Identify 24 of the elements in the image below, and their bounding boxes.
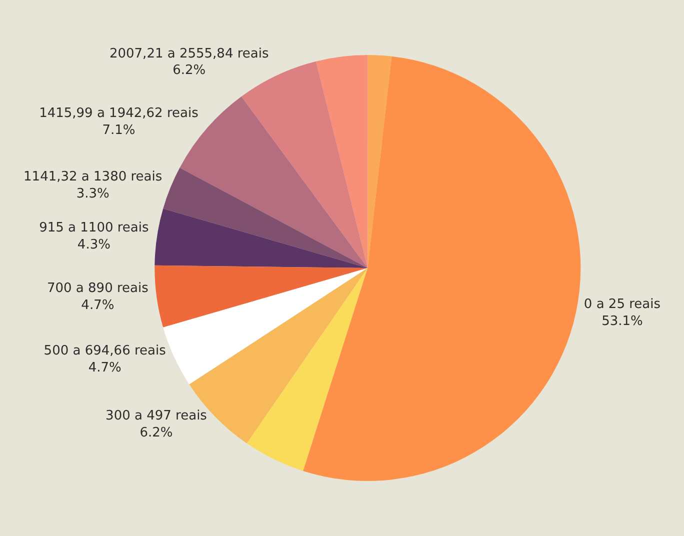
pie-slice [241,61,368,268]
slice-label: 0 a 25 reais [584,297,661,312]
slice-label: 300 a 497 reais [106,408,208,424]
pie-slice [316,55,368,268]
data-label: 4.7% [81,298,114,313]
slice-label: 700 a 890 reais [46,281,149,296]
slice-label: 915 a 1100 reais [39,220,149,236]
pie-slice [246,268,368,471]
data-label: 7.1% [102,122,136,138]
data-label: 6.2% [140,425,173,440]
pie-slice [154,208,368,268]
pie-slice [163,168,368,268]
data-label: 6.2% [172,63,206,78]
pie-slice [368,55,392,268]
data-label: 53.1% [602,314,643,330]
data-label: 4.7% [88,360,122,376]
slice-label: 500 a 694,66 reais [44,344,166,359]
slice-label: 2007,21 a 2555,84 reais [109,46,269,62]
data-label: 4.3% [77,237,110,252]
slice-label: 1415,99 a 1942,62 reais [39,106,199,121]
pie-slice [154,265,368,328]
data-label: 3.3% [76,186,110,202]
slice-label: 1141,32 a 1380 reais [24,170,162,185]
pie-slice [303,56,580,481]
